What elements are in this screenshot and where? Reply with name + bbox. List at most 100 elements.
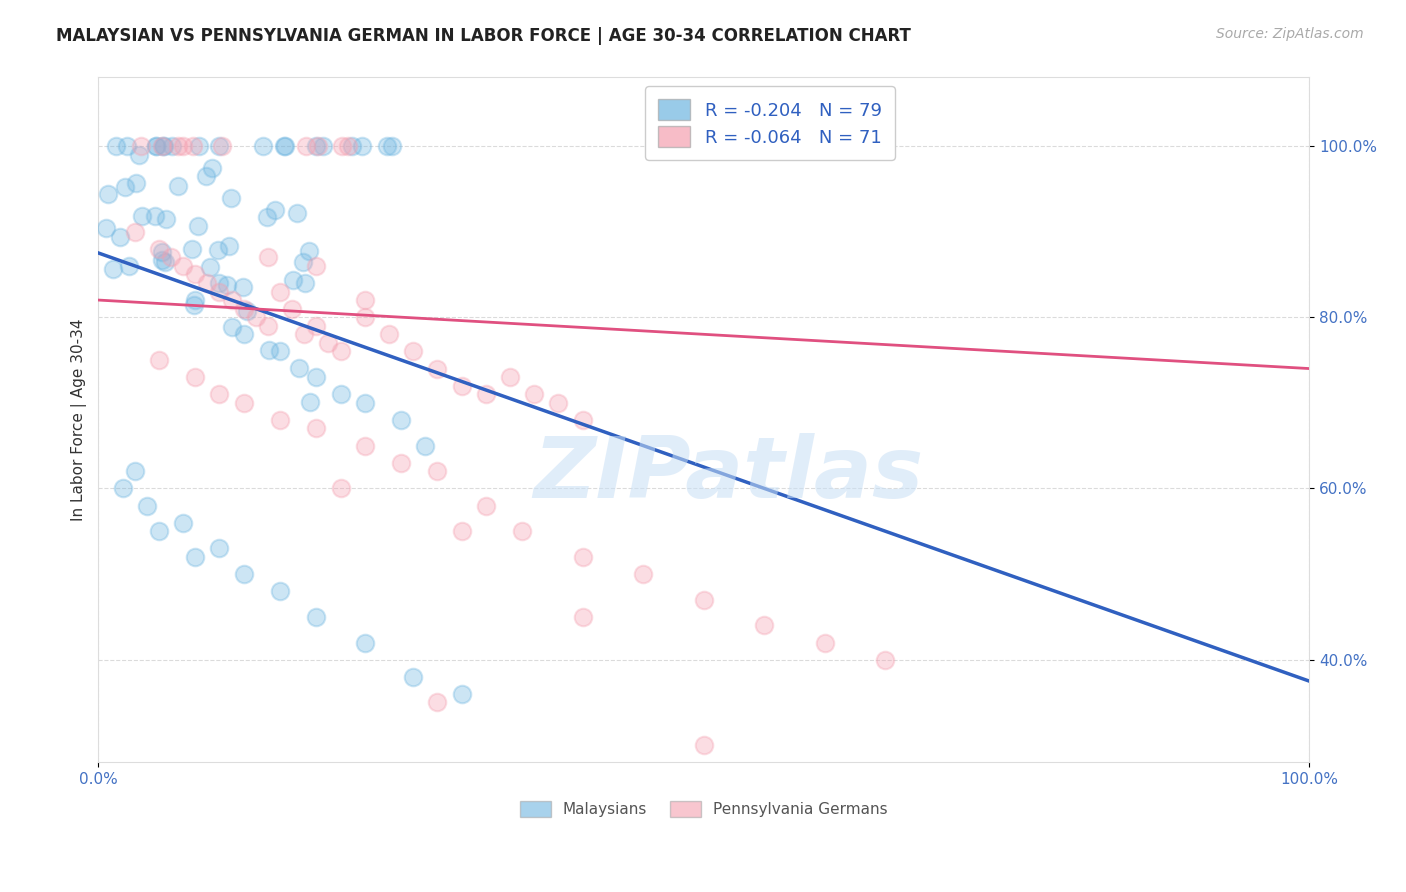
Point [218,239,240,253]
Point [152,139,174,153]
Point [145,139,167,153]
Point [378,327,401,342]
Point [148,242,170,256]
Point [281,301,304,316]
Point [475,387,498,401]
Point [217,278,239,293]
Point [172,516,194,530]
Point [221,320,243,334]
Point [450,687,472,701]
Point [153,254,176,268]
Point [273,139,295,153]
Point [172,139,194,153]
Point [128,147,150,161]
Point [353,439,375,453]
Point [219,191,242,205]
Point [475,499,498,513]
Point [693,739,716,753]
Point [257,250,280,264]
Point [329,482,352,496]
Point [148,524,170,539]
Point [184,268,207,282]
Point [208,387,231,401]
Point [285,206,308,220]
Point [135,499,157,513]
Point [381,139,404,153]
Point [143,210,166,224]
Point [131,209,153,223]
Point [124,225,146,239]
Point [426,464,449,478]
Point [274,139,297,153]
Point [172,259,194,273]
Point [875,653,897,667]
Point [269,584,291,599]
Point [184,549,207,564]
Point [245,310,267,325]
Point [426,361,449,376]
Point [111,482,134,496]
Point [129,139,152,153]
Point [152,139,174,153]
Point [118,260,141,274]
Point [208,276,231,290]
Point [353,635,375,649]
Point [256,210,278,224]
Point [257,318,280,333]
Point [252,139,274,153]
Point [195,169,218,184]
Point [288,360,311,375]
Point [150,244,173,259]
Point [184,370,207,384]
Point [571,549,593,564]
Point [523,387,546,401]
Point [305,139,328,153]
Text: MALAYSIAN VS PENNSYLVANIA GERMAN IN LABOR FORCE | AGE 30-34 CORRELATION CHART: MALAYSIAN VS PENNSYLVANIA GERMAN IN LABO… [56,27,911,45]
Point [329,387,352,401]
Point [571,610,593,624]
Point [693,592,716,607]
Point [318,335,340,350]
Point [232,301,254,316]
Point [145,139,167,153]
Point [263,203,285,218]
Point [232,327,254,342]
Point [754,618,776,632]
Point [108,230,131,244]
Point [353,396,375,410]
Point [187,219,209,234]
Point [232,396,254,410]
Point [208,541,231,556]
Point [167,139,190,153]
Point [402,344,425,359]
Point [305,421,328,435]
Text: Source: ZipAtlas.com: Source: ZipAtlas.com [1216,27,1364,41]
Point [305,370,328,384]
Point [294,276,316,290]
Point [187,139,209,153]
Point [232,567,254,582]
Point [181,242,204,256]
Point [150,139,173,153]
Point [259,343,281,357]
Point [571,413,593,427]
Point [312,139,335,153]
Point [305,610,328,624]
Point [160,250,183,264]
Point [124,176,146,190]
Point [375,139,398,153]
Point [389,413,412,427]
Point [208,139,231,153]
Point [94,221,117,235]
Point [330,139,353,153]
Point [631,567,654,582]
Point [183,298,205,312]
Point [117,139,139,153]
Point [269,413,291,427]
Legend: Malaysians, Pennsylvania Germans: Malaysians, Pennsylvania Germans [515,795,894,823]
Point [221,293,243,307]
Point [305,259,328,273]
Point [184,293,207,307]
Point [105,139,128,153]
Point [208,285,231,299]
